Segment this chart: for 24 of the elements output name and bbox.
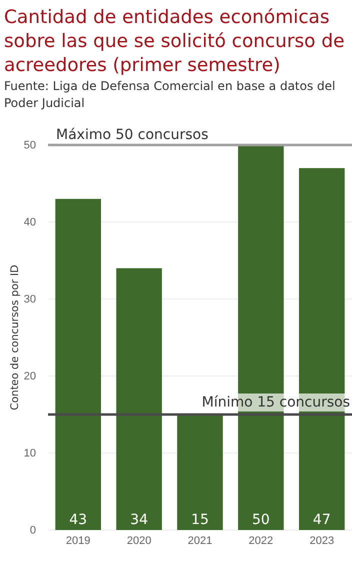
ref-line-label: Mínimo 15 concursos	[202, 394, 350, 410]
data-label: 34	[130, 512, 148, 528]
x-tick-label: 2020	[126, 534, 152, 547]
data-label: 15	[191, 512, 209, 528]
ref-line-label: Máximo 50 concursos	[56, 127, 208, 143]
x-tick-label: 2022	[248, 534, 274, 547]
y-tick-label: 20	[24, 370, 36, 383]
bar	[116, 268, 162, 530]
data-label: 43	[69, 512, 88, 528]
data-label: 47	[312, 512, 331, 528]
x-tick-label: 2019	[66, 534, 90, 547]
bar	[55, 198, 101, 530]
y-axis-title: Conteo de concursos por ID	[9, 264, 21, 410]
y-tick-label: 50	[24, 140, 36, 152]
y-tick-label: 40	[24, 216, 36, 229]
y-tick-label: 30	[24, 294, 36, 306]
data-label: 50	[252, 512, 270, 528]
y-tick-label: 0	[30, 524, 36, 537]
bar	[177, 414, 223, 530]
x-tick-label: 2023	[310, 534, 334, 547]
y-tick-label: 10	[24, 448, 36, 460]
chart-title: Cantidad de entidades económicas sobre las que se solicitó concurso de acreedores (primer semestre)	[3, 6, 346, 78]
chart-subtitle: Fuente: Liga de Defensa Comercial en base a datos del Poder Judicial	[3, 78, 336, 112]
x-tick-label: 2021	[188, 534, 212, 547]
